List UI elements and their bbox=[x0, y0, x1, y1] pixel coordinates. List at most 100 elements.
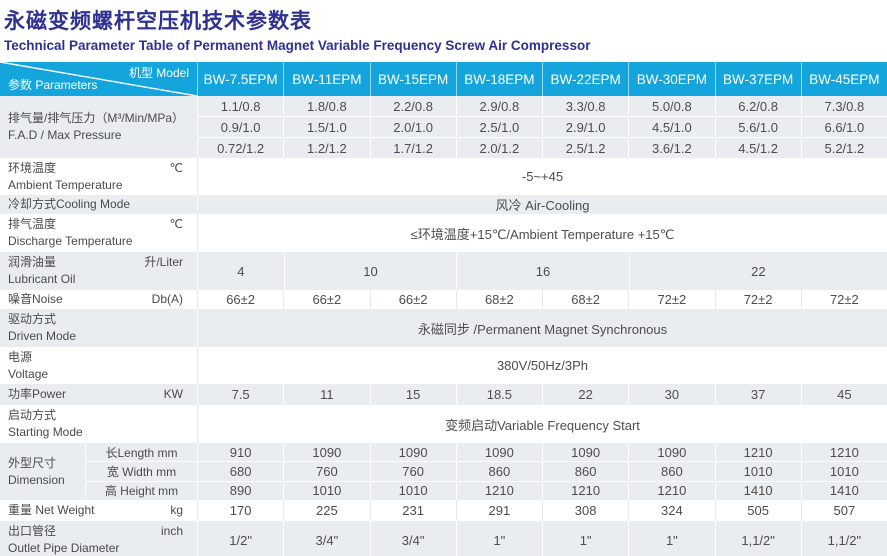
lubricant-values: 4 10 16 22 bbox=[197, 252, 887, 290]
row-voltage: 电源 Voltage 380V/50Hz/3Ph bbox=[0, 347, 887, 384]
value-cell: 1010 bbox=[369, 481, 456, 500]
value-cell: 1/2" bbox=[197, 521, 283, 556]
value-cell: 5.2/1.2 bbox=[800, 138, 887, 158]
row-fad: 排气量/排气压力（M³/Min/MPa） F.A.D / Max Pressur… bbox=[0, 96, 887, 158]
voltage-label-en: Voltage bbox=[8, 367, 49, 381]
row-noise: 噪音Noise Db(A) 66±2 66±2 66±2 68±2 68±2 72±2 72… bbox=[0, 290, 887, 309]
value-cell: 3/4" bbox=[283, 521, 369, 556]
value-cell: 1.5/1.0 bbox=[283, 117, 369, 137]
value-cell: 760 bbox=[369, 462, 456, 481]
lubricant-unit: 升/Liter bbox=[144, 255, 183, 269]
driven-label-en: Driven Mode bbox=[8, 329, 77, 343]
value-cell: 1210 bbox=[542, 481, 628, 500]
value-cell: 0.9/1.0 bbox=[197, 117, 283, 137]
page-title: 永磁变频螺杆空压机技术参数表 bbox=[4, 10, 312, 33]
lubricant-value-cell: 16 bbox=[456, 252, 629, 290]
weight-label-cell: 重量 Net Weight kg bbox=[0, 500, 197, 521]
ambient-value: -5~+45 bbox=[197, 158, 887, 195]
value-cell: 4.5/1.0 bbox=[628, 117, 714, 137]
value-cell: 68±2 bbox=[455, 290, 542, 309]
value-cell: 1,1/2" bbox=[800, 521, 887, 556]
dimension-length-row: 长Length mm 910 1090 1090 1090 1090 1090 1210 12… bbox=[85, 443, 887, 462]
discharge-label: 排气温度 Discharge Temperature ℃ bbox=[0, 214, 197, 252]
lubricant-value-cell: 10 bbox=[283, 252, 457, 290]
value-cell: 1410 bbox=[714, 481, 801, 500]
value-cell: 308 bbox=[542, 500, 628, 521]
ambient-label-cn: 环境温度 bbox=[8, 161, 57, 175]
parameter-table: 机型 Model 参数 Parameters BW-7.5EPM BW-11EPM… bbox=[0, 62, 887, 556]
dimension-length-values: 910 1090 1090 1090 1090 1090 1210 1210 bbox=[197, 443, 887, 462]
value-cell: 66±2 bbox=[369, 290, 456, 309]
discharge-label-cn: 排气温度 bbox=[8, 217, 57, 231]
value-cell: 2.0/1.0 bbox=[369, 117, 456, 137]
value-cell: 72±2 bbox=[800, 290, 887, 309]
outlet-values: 1/2" 3/4" 3/4" 1" 1" 1" 1,1/2" 1,1/2" bbox=[197, 521, 887, 556]
value-cell: 68±2 bbox=[542, 290, 628, 309]
value-cell: BW-30EPM bbox=[628, 62, 714, 96]
value-cell: 231 bbox=[369, 500, 456, 521]
fad-label-en: F.A.D / Max Pressure bbox=[8, 128, 122, 142]
weight-unit: kg bbox=[170, 503, 183, 517]
value-cell: 760 bbox=[283, 462, 369, 481]
power-label: 功率Power bbox=[8, 387, 67, 401]
weight-values: 170 225 231 291 308 324 505 507 bbox=[197, 500, 887, 521]
value-cell: 291 bbox=[455, 500, 542, 521]
value-cell: 3.6/1.2 bbox=[628, 138, 714, 158]
value-cell: 72±2 bbox=[628, 290, 714, 309]
value-cell: 5.6/1.0 bbox=[714, 117, 801, 137]
value-cell: 6.6/1.0 bbox=[800, 117, 887, 137]
value-cell: 860 bbox=[455, 462, 542, 481]
dimension-height-label: 高 Height mm bbox=[85, 481, 197, 500]
value-cell: 6.2/0.8 bbox=[714, 96, 801, 116]
value-cell: 1.8/0.8 bbox=[283, 96, 369, 116]
value-cell: 7.5 bbox=[197, 384, 283, 405]
value-cell: 1210 bbox=[455, 481, 542, 500]
lubricant-label: 润滑油量 Lubricant Oil 升/Liter bbox=[0, 252, 197, 290]
dimension-width-label: 宽 Width mm bbox=[85, 462, 197, 481]
discharge-label-en: Discharge Temperature bbox=[8, 234, 133, 248]
dimension-subrows: 长Length mm 910 1090 1090 1090 1090 1090 1210 12… bbox=[85, 443, 887, 500]
noise-unit: Db(A) bbox=[151, 292, 183, 306]
value-cell: 1010 bbox=[800, 462, 887, 481]
value-cell: 324 bbox=[628, 500, 714, 521]
dimension-label-en: Dimension bbox=[8, 472, 65, 487]
value-cell: 1" bbox=[455, 521, 542, 556]
ambient-label-en: Ambient Temperature bbox=[8, 178, 123, 192]
fad-values: 1.1/0.8 1.8/0.8 2.2/0.8 2.9/0.8 3.3/0.8 5.0/0… bbox=[197, 96, 887, 158]
value-cell: 1,1/2" bbox=[714, 521, 801, 556]
table-header-row: 机型 Model 参数 Parameters BW-7.5EPM BW-11EPM… bbox=[0, 62, 887, 96]
row-power: 功率Power KW 7.5 11 15 18.5 22 30 37 45 bbox=[0, 384, 887, 405]
value-cell: 680 bbox=[197, 462, 283, 481]
value-cell: 2.5/1.2 bbox=[542, 138, 628, 158]
value-cell: 45 bbox=[800, 384, 887, 405]
starting-value: 变频启动Variable Frequency Start bbox=[197, 405, 887, 443]
value-cell: BW-22EPM bbox=[542, 62, 628, 96]
value-cell: 1210 bbox=[628, 481, 714, 500]
value-cell: 1090 bbox=[455, 443, 542, 462]
value-cell: BW-7.5EPM bbox=[197, 62, 283, 96]
value-cell: 1210 bbox=[714, 443, 801, 462]
value-cell: 890 bbox=[197, 481, 283, 500]
row-dimension: 外型尺寸 Dimension 长Length mm 910 1090 1090 109… bbox=[0, 443, 887, 500]
value-cell: 860 bbox=[542, 462, 628, 481]
value-cell: 505 bbox=[714, 500, 801, 521]
value-cell: BW-11EPM bbox=[283, 62, 369, 96]
value-cell: 1010 bbox=[283, 481, 369, 500]
cooling-value: 风冷 Air-Cooling bbox=[197, 195, 887, 214]
value-cell: 30 bbox=[628, 384, 714, 405]
value-cell: 1090 bbox=[283, 443, 369, 462]
ambient-unit: ℃ bbox=[169, 161, 183, 175]
outlet-label-en: Outlet Pipe Diameter bbox=[8, 541, 120, 555]
page-subtitle: Technical Parameter Table of Permanent M… bbox=[4, 38, 591, 53]
row-ambient-temperature: 环境温度 Ambient Temperature ℃ -5~+45 bbox=[0, 158, 887, 195]
ambient-label: 环境温度 Ambient Temperature ℃ bbox=[0, 158, 197, 195]
value-cell: 15 bbox=[369, 384, 456, 405]
starting-label-en: Starting Mode bbox=[8, 425, 83, 439]
dimension-height-row: 高 Height mm 890 1010 1010 1210 1210 1210 1410 1… bbox=[85, 480, 887, 500]
lubricant-value-cell: 22 bbox=[628, 252, 887, 290]
value-cell: 1090 bbox=[628, 443, 714, 462]
header-corner-cell: 机型 Model 参数 Parameters bbox=[0, 62, 197, 96]
dimension-width-row: 宽 Width mm 680 760 760 860 860 860 1010 1010 bbox=[85, 461, 887, 481]
discharge-unit: ℃ bbox=[169, 217, 183, 231]
value-cell: 2.9/1.0 bbox=[542, 117, 628, 137]
